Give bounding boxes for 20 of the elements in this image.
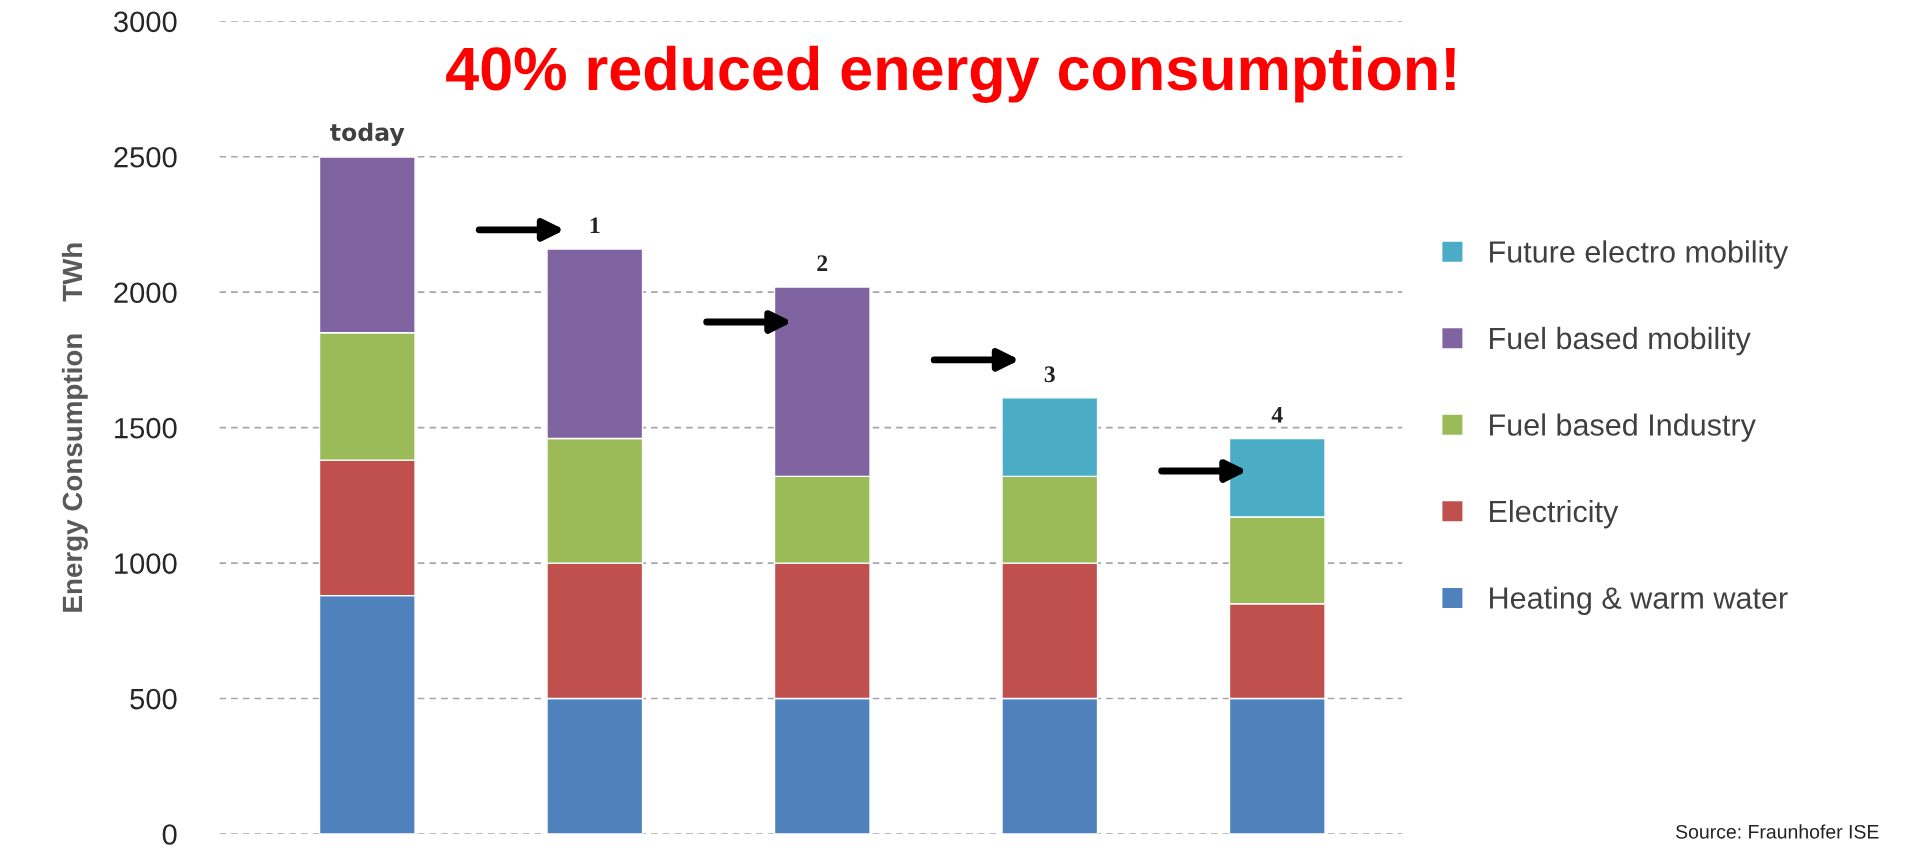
x-tick-label: 1 [590, 217, 600, 233]
y-tick-label: 1500 [115, 417, 177, 439]
legend-label: Fuel based mobility [1490, 326, 1751, 356]
x-tick-label: 4 [1271, 407, 1283, 423]
legend-label: Future electro mobility [1490, 240, 1789, 269]
annotation: 40% reduced energy consumption! [446, 45, 1455, 103]
y-tick-label: 1000 [115, 553, 177, 574]
x-tick-label: 2 [817, 255, 828, 271]
y-tick-label: 3000 [113, 11, 177, 33]
legend-label: Heating & warm water [1490, 586, 1788, 615]
y-tick-label: 500 [130, 688, 177, 710]
y-tick-label: 2500 [114, 146, 177, 168]
y-axis-title: Energy Consumption TWh [61, 243, 88, 612]
x-tick-label: today [330, 122, 405, 146]
legend-label: Electricity [1490, 499, 1619, 529]
source-note: Source: Fraunhofer ISE [1676, 824, 1879, 839]
legend-label: Fuel based Industry [1490, 413, 1756, 442]
y-tick-label: 2000 [114, 282, 177, 304]
x-tick-label: 3 [1044, 366, 1055, 383]
y-tick-label: 0 [162, 824, 177, 845]
